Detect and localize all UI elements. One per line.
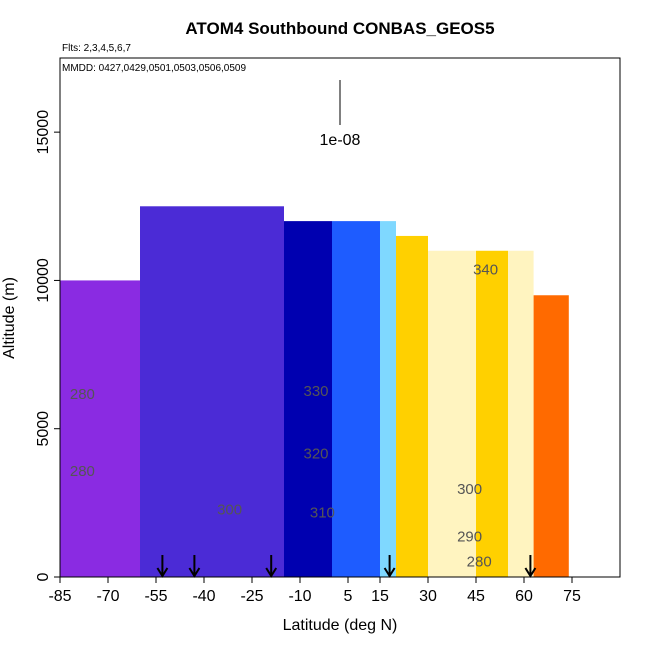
heatmap-band-2 (220, 206, 284, 578)
heatmap-band-0 (60, 280, 140, 577)
heatmap-band-4 (332, 221, 380, 577)
x-tick-label-0: -85 (48, 588, 71, 605)
x-tick-label-7: 15 (371, 588, 389, 605)
x-tick-label-3: -40 (192, 588, 215, 605)
x-tick-label-5: -10 (288, 588, 311, 605)
heatmap-band-7 (428, 250, 476, 577)
contour-label-8: 280 (70, 463, 95, 480)
x-axis-label: Latitude (deg N) (283, 617, 398, 634)
heatmap-band-10 (533, 295, 569, 577)
flight-marker-0 (156, 555, 169, 578)
heatmap-band-1 (140, 206, 220, 578)
contour-label-2: 320 (303, 445, 328, 462)
y-axis-label: Altitude (m) (1, 277, 18, 359)
flights-label: Flts: 2,3,4,5,6,7 (62, 43, 131, 54)
y-tick-label-1: 5000 (35, 411, 52, 447)
flight-marker-4 (524, 555, 537, 578)
contour-label-0: 340 (473, 261, 498, 278)
contour-label-9: 280 (467, 554, 492, 571)
flight-marker-2 (265, 555, 278, 578)
plot-area: 340 330 320 310 300 300 290 280 280 280 (59, 57, 621, 578)
contour-label-1: 330 (303, 383, 328, 400)
heatmap-band-6 (396, 235, 428, 577)
flight-marker-3 (383, 555, 396, 578)
mmdd-label: MMDD: 0427,0429,0501,0503,0506,0509 (62, 63, 246, 74)
x-tick-label-4: -25 (240, 588, 263, 605)
contour-label-6: 290 (457, 528, 482, 545)
heatmap-band-8 (476, 250, 508, 577)
y-axis: 0 5000 10000 15000 (35, 110, 60, 581)
contour-label-5: 300 (457, 481, 482, 498)
x-tick-label-9: 45 (467, 588, 485, 605)
plot-frame (59, 57, 621, 578)
heatmap-band-3 (284, 221, 332, 577)
x-axis: -85 -70 -55 -40 -25 -10 5 15 30 45 60 75 (48, 577, 581, 605)
flight-marker-1 (188, 555, 201, 578)
scale-note: 1e-08 (320, 132, 361, 149)
contour-label-3: 310 (310, 505, 335, 522)
x-tick-label-8: 30 (419, 588, 437, 605)
x-tick-label-2: -55 (144, 588, 167, 605)
x-tick-label-6: 5 (344, 588, 353, 605)
x-tick-label-1: -70 (96, 588, 119, 605)
chart-title: ATOM4 Southbound CONBAS_GEOS5 (185, 19, 494, 38)
heatmap-band-9 (508, 250, 534, 577)
contour-label-7: 280 (70, 386, 95, 403)
x-tick-label-10: 60 (515, 588, 533, 605)
contour-label-4: 300 (217, 502, 242, 519)
heatmap-band-5 (380, 221, 396, 577)
y-tick-label-0: 0 (35, 572, 52, 581)
y-tick-label-2: 10000 (35, 258, 52, 303)
y-tick-label-3: 15000 (35, 110, 52, 155)
x-tick-label-11: 75 (563, 588, 581, 605)
